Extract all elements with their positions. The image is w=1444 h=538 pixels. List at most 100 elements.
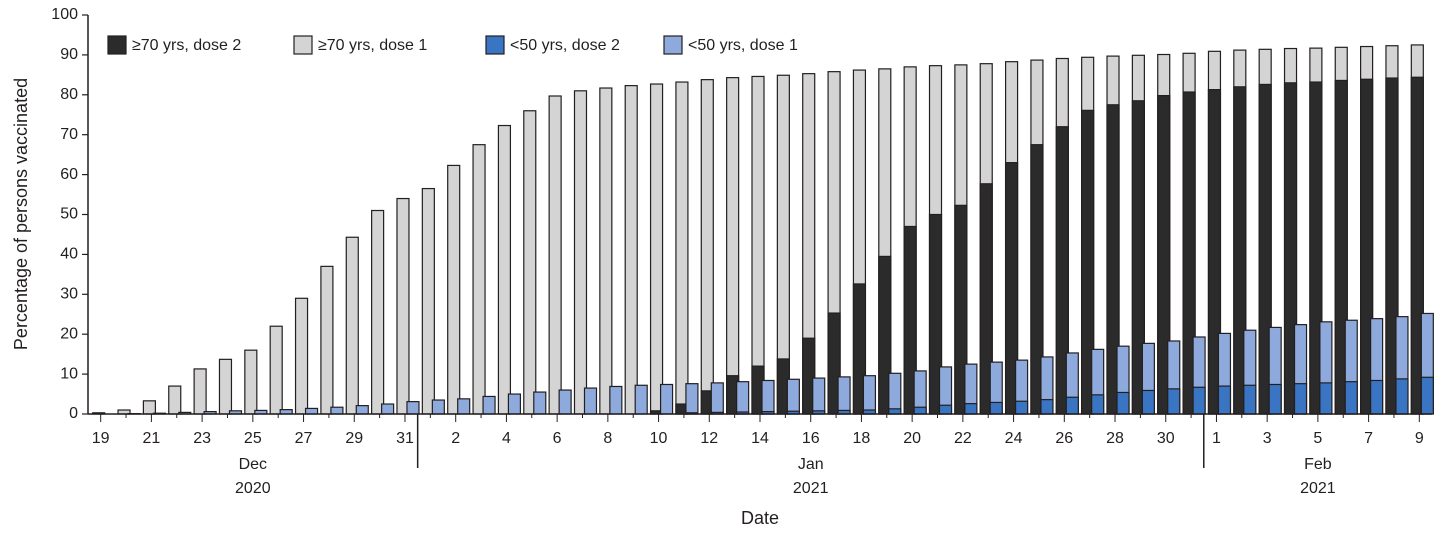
bar (534, 392, 546, 414)
x-tick-label: 12 (700, 430, 718, 447)
x-tick-label: 16 (802, 430, 820, 447)
month-label: Dec (239, 456, 267, 473)
y-tick-label: 70 (60, 126, 78, 143)
year-label: 2021 (793, 480, 829, 497)
x-tick-label: 19 (92, 430, 110, 447)
bar (813, 378, 825, 414)
bar (863, 376, 875, 414)
bar (711, 383, 723, 414)
x-tick-label: 1 (1212, 430, 1221, 447)
bar (610, 386, 622, 414)
bar (889, 409, 901, 414)
bar (194, 369, 206, 414)
bar (965, 404, 977, 414)
bar (686, 384, 698, 414)
bar (651, 84, 663, 414)
x-axis-label: Date (741, 508, 779, 528)
bar (990, 402, 1002, 414)
bar (306, 408, 318, 414)
x-tick-label: 27 (295, 430, 313, 447)
bar (397, 199, 409, 414)
x-tick-label: 3 (1263, 430, 1272, 447)
y-tick-label: 20 (60, 325, 78, 342)
bar (432, 400, 444, 414)
bar (1396, 379, 1408, 414)
x-tick-label: 28 (1106, 430, 1124, 447)
x-tick-label: 25 (244, 430, 262, 447)
bar (473, 145, 485, 414)
month-label: Jan (798, 456, 824, 473)
bar (508, 394, 520, 414)
bar (549, 96, 561, 414)
bar (1193, 387, 1205, 414)
x-tick-label: 31 (396, 430, 414, 447)
bar (752, 76, 764, 414)
x-tick-label: 9 (1415, 430, 1424, 447)
bar (1168, 389, 1180, 414)
bar (914, 407, 926, 414)
bar (169, 386, 181, 414)
bar (458, 399, 470, 414)
bar (483, 396, 495, 414)
bar (1092, 395, 1104, 414)
bar (524, 111, 536, 414)
bar (838, 377, 850, 414)
bar (661, 384, 673, 414)
y-tick-label: 90 (60, 46, 78, 63)
legend-swatch (664, 36, 682, 54)
x-tick-label: 29 (345, 430, 363, 447)
bar (372, 211, 384, 414)
bar (143, 401, 155, 414)
x-tick-label: 21 (142, 430, 160, 447)
bar (1295, 384, 1307, 414)
bar (321, 266, 333, 414)
y-tick-label: 0 (69, 405, 78, 422)
y-tick-label: 100 (51, 6, 78, 23)
bar (1218, 386, 1230, 414)
bar (574, 91, 586, 414)
bar (1371, 380, 1383, 414)
x-tick-label: 14 (751, 430, 769, 447)
y-tick-label: 30 (60, 286, 78, 303)
bar (382, 404, 394, 414)
bar (296, 298, 308, 414)
bar (600, 88, 612, 414)
bar (448, 165, 460, 414)
bar (701, 80, 713, 414)
bar (1244, 385, 1256, 414)
bar (1142, 390, 1154, 414)
x-tick-label: 10 (650, 430, 668, 447)
bar (1269, 384, 1281, 414)
bar (498, 126, 510, 414)
bar (1345, 382, 1357, 414)
bar (676, 82, 688, 414)
y-tick-label: 60 (60, 166, 78, 183)
bar (762, 380, 774, 414)
legend-label: <50 yrs, dose 2 (510, 37, 620, 54)
y-tick-label: 40 (60, 246, 78, 263)
legend-label: ≥70 yrs, dose 2 (132, 37, 241, 54)
bar (635, 385, 647, 414)
bar (559, 390, 571, 414)
bar (407, 402, 419, 414)
x-tick-label: 20 (903, 430, 921, 447)
legend-swatch (108, 36, 126, 54)
bar (940, 405, 952, 414)
bar (889, 373, 901, 414)
month-label: Feb (1304, 456, 1332, 473)
bar (584, 388, 596, 414)
year-label: 2021 (1300, 480, 1336, 497)
x-tick-label: 23 (193, 430, 211, 447)
bar (1117, 392, 1129, 414)
bar (331, 407, 343, 414)
bar (422, 189, 434, 414)
bar (346, 237, 358, 414)
legend-swatch (294, 36, 312, 54)
x-tick-label: 22 (954, 430, 972, 447)
bar (1041, 400, 1053, 414)
bar (787, 379, 799, 414)
x-tick-label: 7 (1364, 430, 1373, 447)
legend-swatch (486, 36, 504, 54)
y-tick-label: 80 (60, 86, 78, 103)
